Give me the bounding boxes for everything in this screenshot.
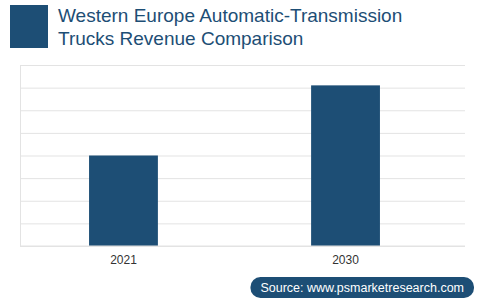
grid-line xyxy=(20,65,465,66)
source-box xyxy=(250,277,474,298)
grid-line xyxy=(20,110,465,111)
title-icon xyxy=(10,5,48,48)
x-tick: 2021 xyxy=(110,253,137,267)
x-axis: 2021 2030 xyxy=(20,246,465,267)
x-axis-line xyxy=(20,246,465,247)
grid-line xyxy=(20,201,465,202)
y-tick xyxy=(20,201,465,202)
grid-line xyxy=(20,223,465,224)
y-tick xyxy=(20,223,465,224)
y-tick xyxy=(20,110,465,111)
title: Western Europe Automatic-TransmissionTru… xyxy=(58,5,402,49)
y-tick xyxy=(20,65,465,66)
y-tick xyxy=(20,178,465,179)
x-tick: 2030 xyxy=(332,253,359,267)
source-text: Source: www.psmarketresearch.com xyxy=(260,281,464,295)
grid-line xyxy=(20,178,465,179)
x-tick-label: 2030 xyxy=(332,253,359,267)
grid-line xyxy=(20,88,465,89)
y-tick xyxy=(20,246,465,247)
y-tick xyxy=(20,88,465,89)
grid-line xyxy=(20,156,465,157)
chart: Western Europe Automatic-TransmissionTru… xyxy=(0,0,478,304)
y-axis-line xyxy=(21,66,466,247)
grid-line xyxy=(20,246,465,247)
source: Source: www.psmarketresearch.com xyxy=(250,277,474,298)
x-tick-label: 2021 xyxy=(110,253,137,267)
bars xyxy=(89,85,380,246)
bar xyxy=(311,85,380,246)
y-axis xyxy=(20,66,465,247)
bar xyxy=(89,156,158,247)
y-tick xyxy=(20,156,465,157)
y-tick xyxy=(20,133,465,134)
grid-line xyxy=(20,133,465,134)
